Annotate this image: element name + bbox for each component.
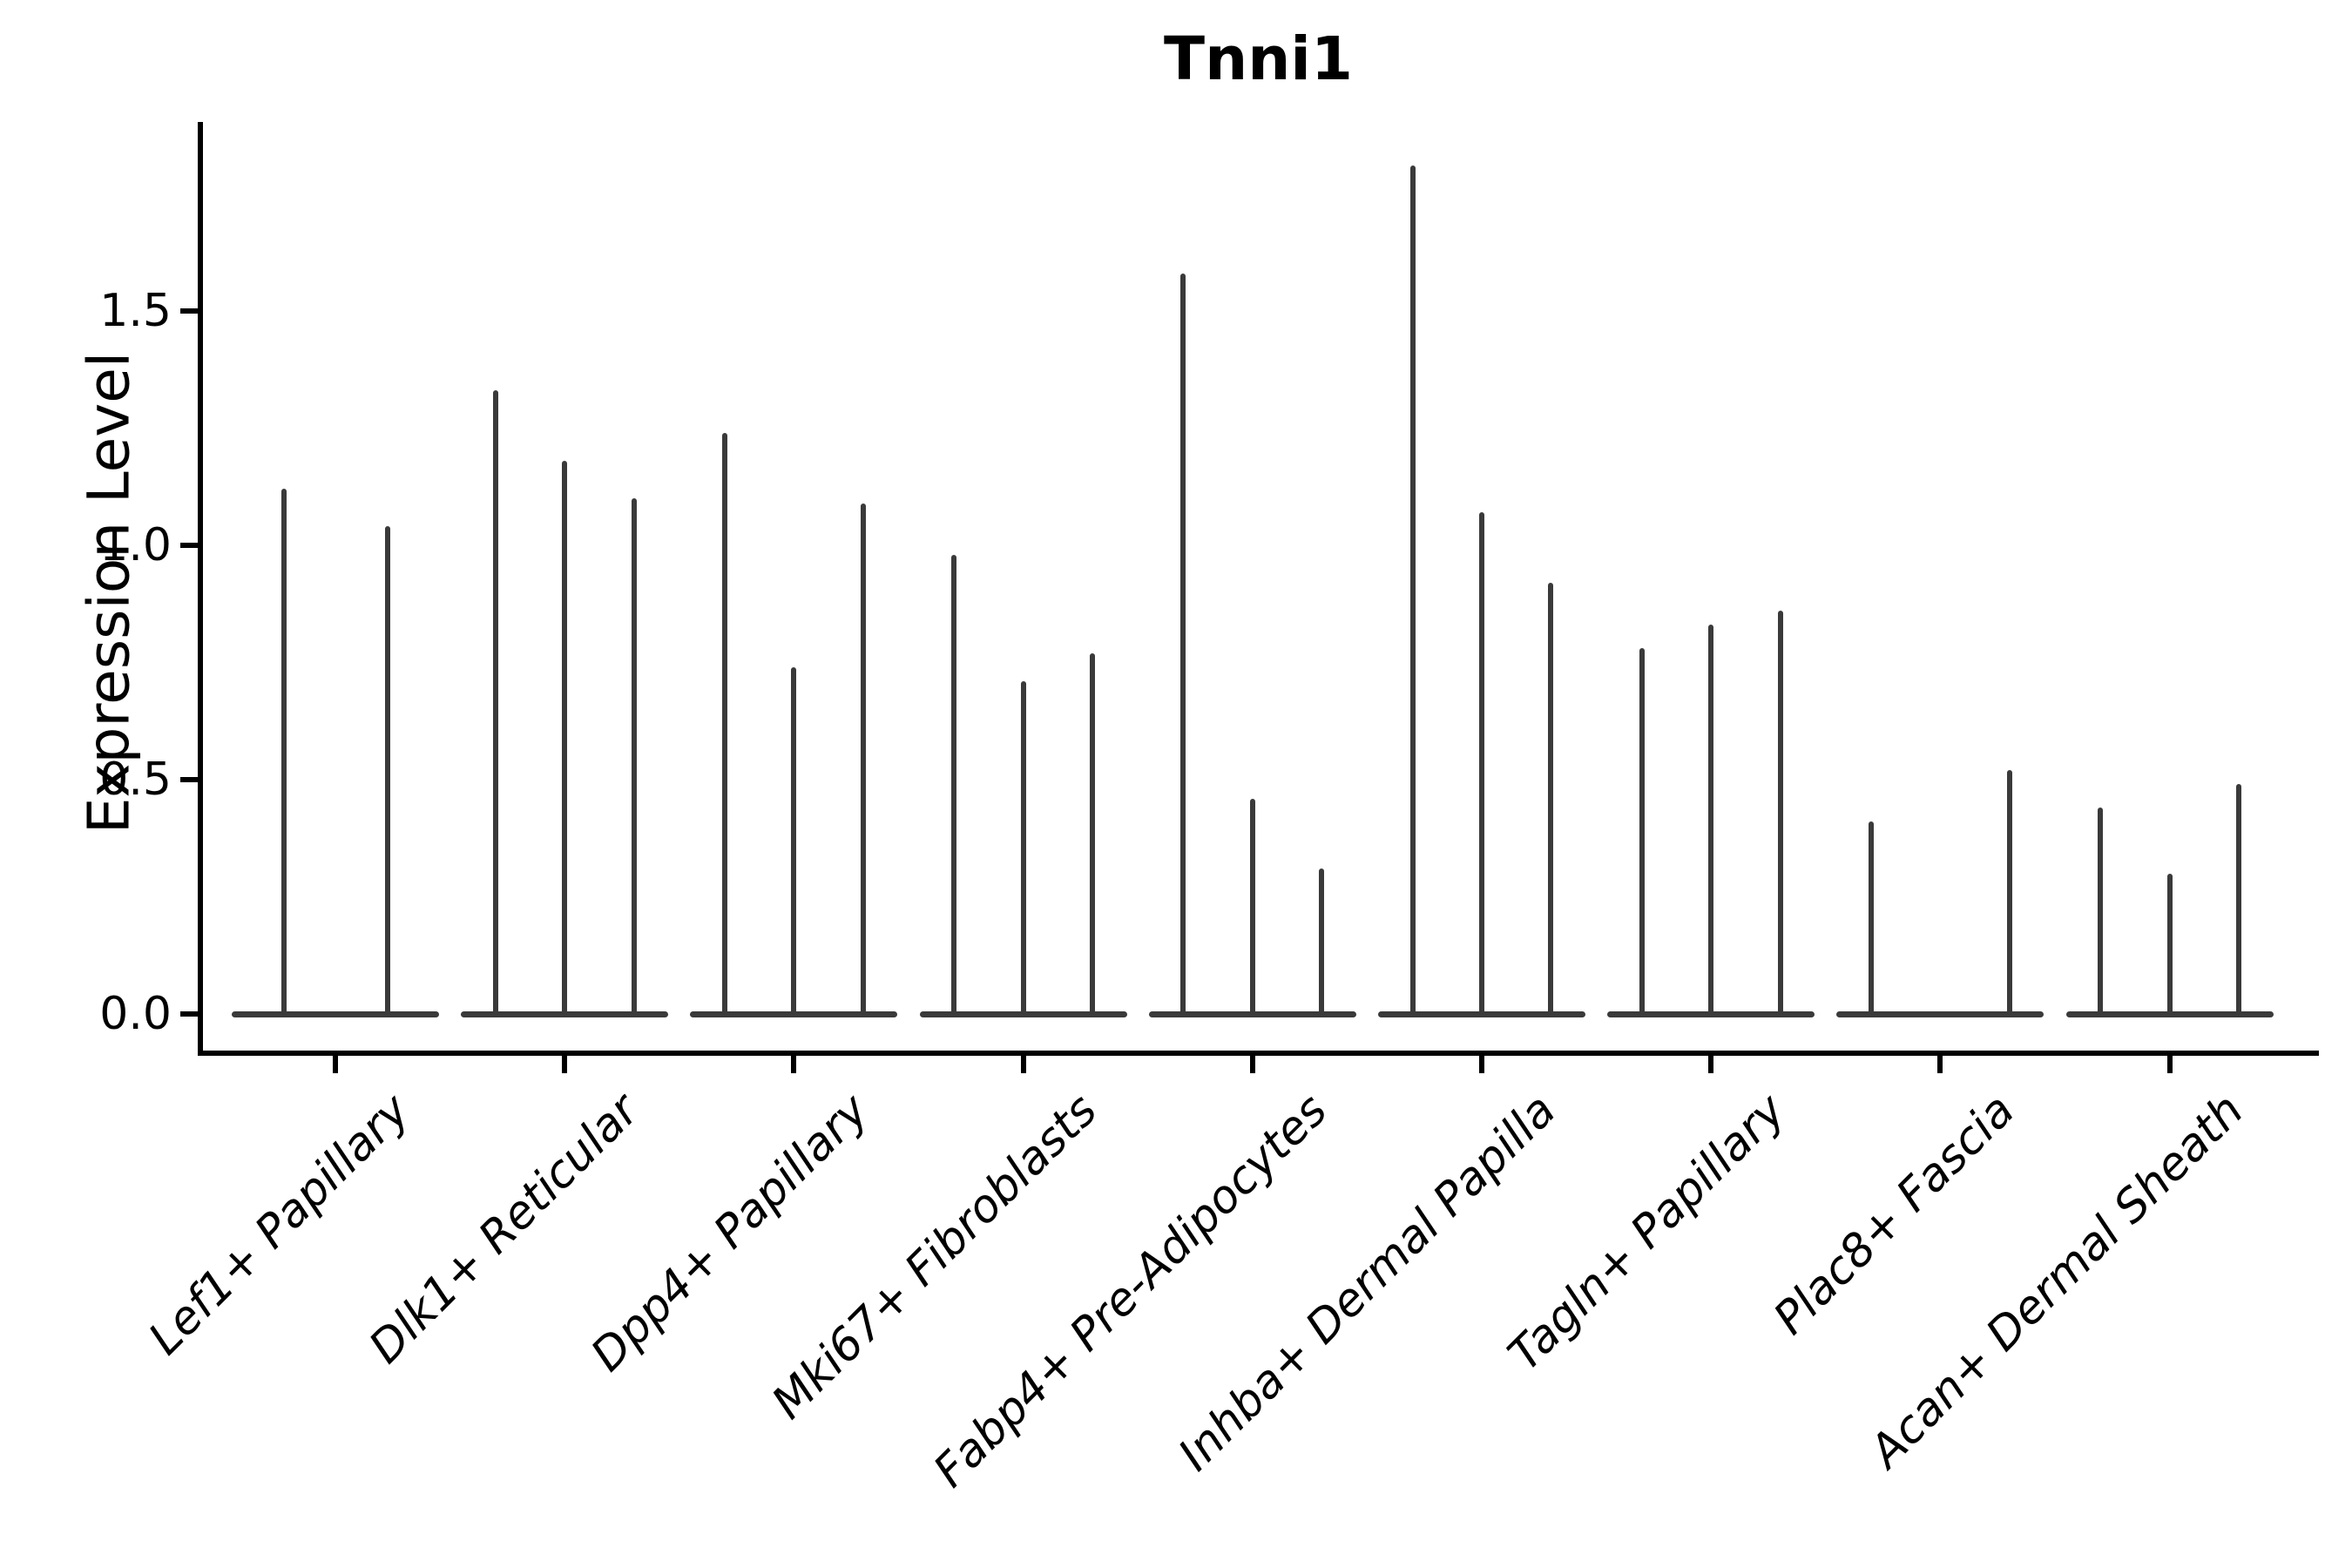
violin-spike [1548,583,1554,1017]
violin-spike [384,526,390,1017]
violin-spike [1020,681,1026,1017]
y-tick [180,1011,198,1017]
violin-spike [492,390,498,1017]
violin-spike [1639,648,1645,1017]
y-tick-label: 0.5 [99,754,172,806]
x-tick [2166,1056,2173,1073]
y-tick [180,777,198,782]
x-tick [791,1056,797,1073]
violin-spike [1409,166,1416,1017]
violin-spike [722,432,728,1017]
violin-body [1836,1010,2044,1017]
y-axis-spine [198,122,203,1056]
x-tick [1249,1056,1255,1073]
violin-body [232,1010,439,1017]
x-tick-label: Acan+ Dermal Sheath [1860,1084,2254,1478]
y-tick-label: 1.5 [99,285,172,337]
y-tick [180,308,198,314]
x-tick [1020,1056,1026,1073]
violin-spike [2098,808,2104,1017]
x-tick [333,1056,338,1073]
violin-spike [1089,652,1095,1017]
violin-spike [2006,770,2012,1017]
y-tick-label: 0.0 [99,988,172,1040]
violin-spike [2166,873,2173,1017]
y-tick-label: 1.0 [99,519,172,571]
violin-spike [562,461,568,1017]
x-tick-label: Plac8+ Fascia [1764,1084,2025,1345]
violin-spike [1869,821,1875,1017]
x-tick [1708,1056,1714,1073]
violin-spike [1180,273,1186,1017]
x-tick [1479,1056,1484,1073]
x-tick-label: Inhba+ Dermal Papilla [1169,1084,1567,1482]
violin-spike [280,489,287,1017]
x-tick [1937,1056,1943,1073]
x-tick-label: Fabp4+ Pre-Adipocytes [923,1084,1337,1498]
violin-spike [1319,868,1325,1017]
violin-spike [1777,611,1783,1017]
violin-spike [1479,512,1484,1017]
chart-title: Tnni1 [1164,24,1353,94]
y-tick [180,543,198,548]
violin-spike [860,503,866,1017]
violin-spike [1708,625,1714,1017]
violin-spike [1249,798,1255,1017]
violin-spike [2235,784,2241,1017]
x-tick [562,1056,568,1073]
violin-spike [951,554,957,1017]
x-axis-spine [198,1051,2319,1056]
violin-spike [631,498,637,1017]
violin-spike [791,666,797,1017]
